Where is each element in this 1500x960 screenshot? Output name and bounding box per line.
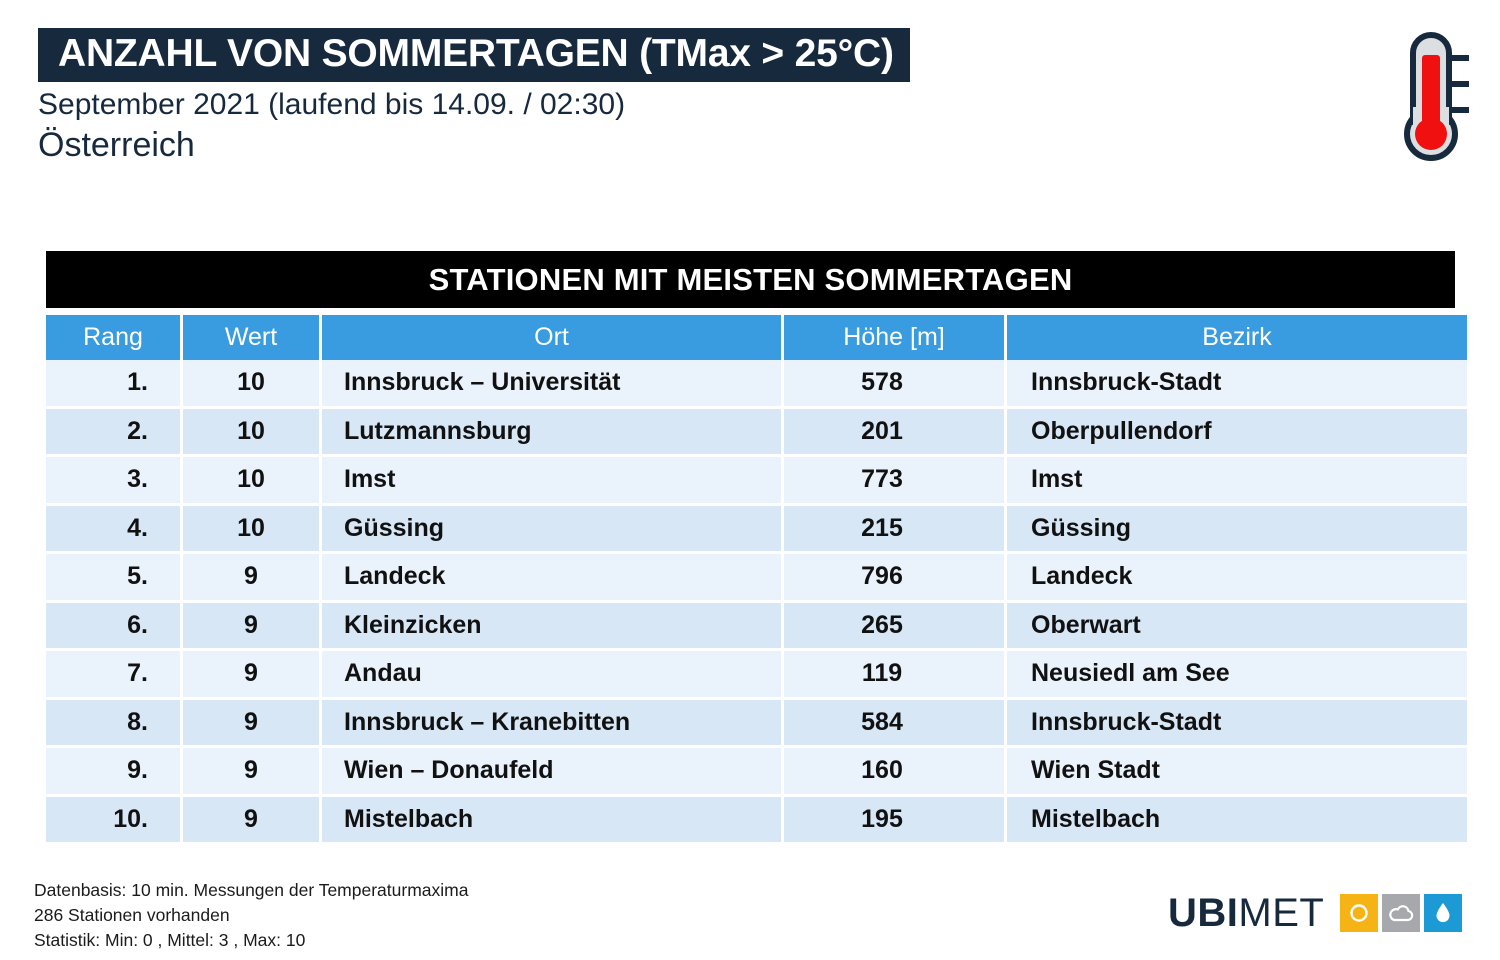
table-row[interactable]: 9. 9 Wien – Donaufeld 160 Wien Stadt (46, 748, 1467, 797)
ubimet-wordmark: UBIMET (1168, 893, 1324, 933)
sun-icon-tile (1340, 894, 1379, 932)
cell-ort: Innsbruck – Universität (322, 360, 784, 409)
table-row[interactable]: 2. 10 Lutzmannsburg 201 Oberpullendorf (46, 408, 1467, 457)
cell-wert: 10 (183, 408, 322, 457)
footer-line-stationen: 286 Stationen vorhanden (34, 904, 230, 925)
footer-line-statistik: Statistik: Min: 0 , Mittel: 3 , Max: 10 (34, 929, 306, 950)
page-header: ANZAHL VON SOMMERTAGEN (TMax > 25°C) Sep… (0, 0, 1500, 200)
cell-wert: 10 (183, 360, 322, 409)
cell-wert: 9 (183, 651, 322, 700)
ubimet-logo-tiles (1336, 894, 1463, 932)
cell-ort: Mistelbach (322, 796, 784, 842)
cell-hoehe: 215 (784, 505, 1007, 554)
sun-icon (1350, 904, 1369, 922)
cell-bezirk: Landeck (1007, 554, 1467, 603)
stations-table-container: STATIONEN MIT MEISTEN SOMMERTAGEN Rang W… (46, 251, 1467, 842)
table-banner: STATIONEN MIT MEISTEN SOMMERTAGEN (46, 251, 1455, 308)
cell-bezirk: Mistelbach (1007, 796, 1467, 842)
ubimet-logo: UBIMET (1168, 893, 1463, 933)
table-header-row: Rang Wert Ort Höhe [m] Bezirk (46, 315, 1467, 360)
cell-ort: Kleinzicken (322, 602, 784, 651)
cell-hoehe: 265 (784, 602, 1007, 651)
thermometer-icon (1389, 27, 1485, 168)
cell-wert: 9 (183, 602, 322, 651)
table-row[interactable]: 3. 10 Imst 773 Imst (46, 457, 1467, 506)
title-banner: ANZAHL VON SOMMERTAGEN (TMax > 25°C) (38, 28, 910, 82)
column-header-hoehe[interactable]: Höhe [m] (784, 315, 1007, 360)
table-row[interactable]: 7. 9 Andau 119 Neusiedl am See (46, 651, 1467, 700)
cell-wert: 10 (183, 505, 322, 554)
cell-ort: Wien – Donaufeld (322, 748, 784, 797)
cell-wert: 10 (183, 457, 322, 506)
cell-rang: 7. (46, 651, 183, 700)
cell-wert: 9 (183, 748, 322, 797)
cell-rang: 6. (46, 602, 183, 651)
cell-ort: Landeck (322, 554, 784, 603)
cell-ort: Lutzmannsburg (322, 408, 784, 457)
cell-hoehe: 119 (784, 651, 1007, 700)
cell-rang: 1. (46, 360, 183, 409)
cell-rang: 5. (46, 554, 183, 603)
ubimet-wordmark-ubi: UBI (1168, 891, 1239, 935)
column-header-bezirk[interactable]: Bezirk (1007, 315, 1467, 360)
cell-rang: 8. (46, 699, 183, 748)
cloud-icon (1389, 905, 1414, 922)
cell-ort: Andau (322, 651, 784, 700)
table-row[interactable]: 8. 9 Innsbruck – Kranebitten 584 Innsbruck-S… (46, 699, 1467, 748)
cell-rang: 10. (46, 796, 183, 842)
page-subtitle: September 2021 (laufend bis 14.09. / 02:… (38, 88, 626, 121)
cell-hoehe: 160 (784, 748, 1007, 797)
footer-line-datenbasis: Datenbasis: 10 min. Messungen der Temper… (34, 880, 469, 900)
page-region: Österreich (38, 126, 195, 164)
stations-table: Rang Wert Ort Höhe [m] Bezirk 1. 10 Innsbr… (46, 315, 1467, 842)
page-title: ANZAHL VON SOMMERTAGEN (TMax > 25°C) (58, 32, 894, 75)
cell-ort: Imst (322, 457, 784, 506)
footer-notes: Datenbasis: 10 min. Messungen der Temper… (34, 878, 468, 953)
table-banner-text: STATIONEN MIT MEISTEN SOMMERTAGEN (428, 261, 1073, 297)
cell-rang: 4. (46, 505, 183, 554)
cell-ort: Güssing (322, 505, 784, 554)
cell-rang: 2. (46, 408, 183, 457)
table-row[interactable]: 10. 9 Mistelbach 195 Mistelbach (46, 796, 1467, 842)
cell-hoehe: 773 (784, 457, 1007, 506)
cell-bezirk: Oberpullendorf (1007, 408, 1467, 457)
table-banner-spacer (46, 308, 1455, 315)
cell-wert: 9 (183, 699, 322, 748)
table-row[interactable]: 1. 10 Innsbruck – Universität 578 Innsbruck-… (46, 360, 1467, 409)
column-header-wert[interactable]: Wert (183, 315, 322, 360)
cell-bezirk: Imst (1007, 457, 1467, 506)
cell-bezirk: Güssing (1007, 505, 1467, 554)
table-head: Rang Wert Ort Höhe [m] Bezirk (46, 315, 1467, 360)
cloud-icon-tile (1382, 894, 1421, 932)
table-row[interactable]: 6. 9 Kleinzicken 265 Oberwart (46, 602, 1467, 651)
cell-hoehe: 195 (784, 796, 1007, 842)
cell-bezirk: Oberwart (1007, 602, 1467, 651)
cell-rang: 9. (46, 748, 183, 797)
cell-hoehe: 584 (784, 699, 1007, 748)
cell-wert: 9 (183, 554, 322, 603)
ubimet-wordmark-met: MET (1238, 891, 1325, 935)
cell-bezirk: Innsbruck-Stadt (1007, 699, 1467, 748)
drop-icon-tile (1424, 894, 1463, 932)
column-header-ort[interactable]: Ort (322, 315, 784, 360)
cell-rang: 3. (46, 457, 183, 506)
cell-hoehe: 796 (784, 554, 1007, 603)
drop-icon (1436, 903, 1450, 923)
cell-hoehe: 201 (784, 408, 1007, 457)
cell-bezirk: Neusiedl am See (1007, 651, 1467, 700)
column-header-rang[interactable]: Rang (46, 315, 183, 360)
cell-wert: 9 (183, 796, 322, 842)
cell-bezirk: Wien Stadt (1007, 748, 1467, 797)
cell-ort: Innsbruck – Kranebitten (322, 699, 784, 748)
cell-bezirk: Innsbruck-Stadt (1007, 360, 1467, 409)
table-row[interactable]: 5. 9 Landeck 796 Landeck (46, 554, 1467, 603)
table-body: 1. 10 Innsbruck – Universität 578 Innsbruck-… (46, 360, 1467, 842)
cell-hoehe: 578 (784, 360, 1007, 409)
table-row[interactable]: 4. 10 Güssing 215 Güssing (46, 505, 1467, 554)
